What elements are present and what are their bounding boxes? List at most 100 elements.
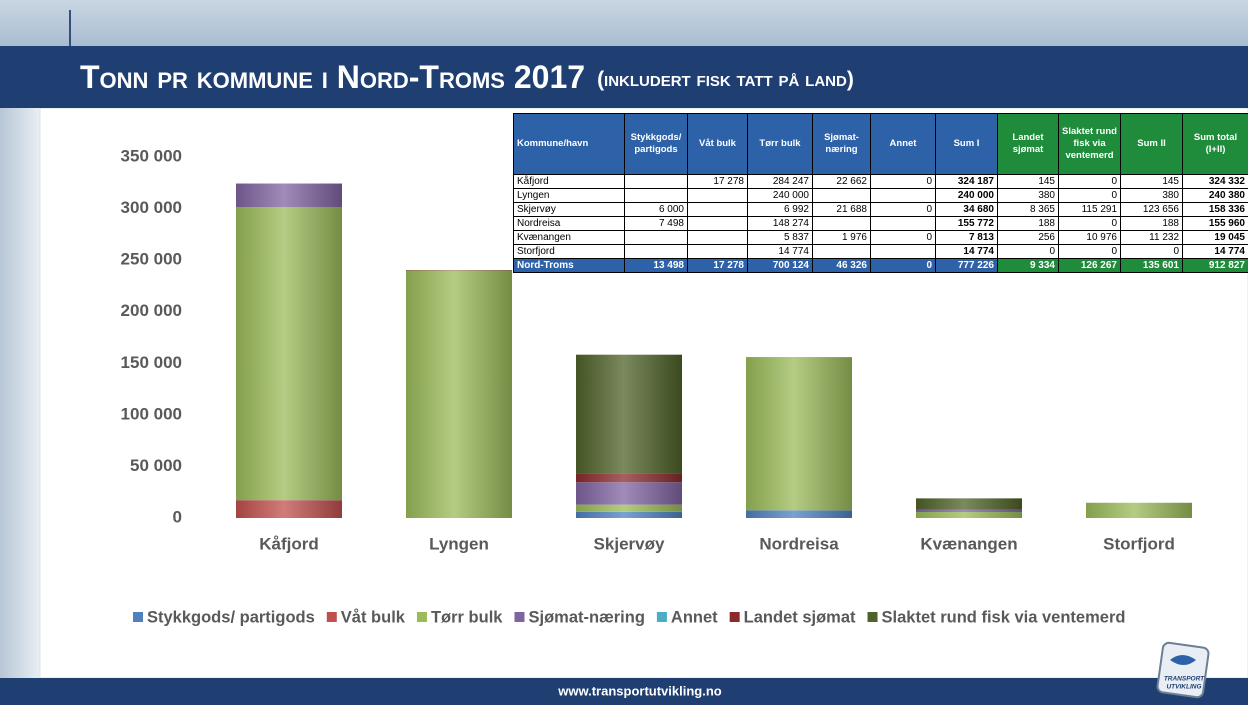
y-tick-label: 0 bbox=[173, 507, 182, 526]
bar-segment bbox=[746, 510, 852, 518]
table-cell: 240 000 bbox=[747, 188, 813, 203]
table-row: Skjervøy 6 000 6 992 21 688 0 34 680 8 365 115 … bbox=[513, 202, 1248, 217]
table-row: Storfjord 14 774 14 774 0 0 0 14 774 bbox=[513, 244, 1248, 259]
y-tick-label: 350 000 bbox=[121, 146, 182, 165]
table-row: Kvænangen 5 837 1 976 0 7 813 256 10 976 11 232… bbox=[513, 230, 1248, 245]
table-cell: 10 976 bbox=[1058, 230, 1121, 245]
table-row: Kåfjord 17 278 284 247 22 662 0 324 187 145 0 14… bbox=[513, 174, 1248, 189]
table-cell bbox=[687, 188, 748, 203]
logo-box bbox=[1156, 641, 1210, 699]
legend-swatch bbox=[416, 612, 427, 622]
slide-title: Tonn pr kommune i Nord-Troms 2017 (inklud… bbox=[80, 59, 854, 95]
bar-segment bbox=[236, 500, 342, 518]
table-cell: 11 232 bbox=[1120, 230, 1183, 245]
y-tick-label: 300 000 bbox=[121, 198, 182, 217]
table-cell: 0 bbox=[870, 202, 936, 217]
legend-label: Landet sjømat bbox=[744, 608, 856, 626]
table-cell: 324 332 bbox=[1182, 174, 1248, 189]
logo-text: TRANSPORT bbox=[1164, 676, 1205, 683]
legend-label: Sjømat-næring bbox=[528, 608, 644, 626]
table-cell: 324 187 bbox=[935, 174, 998, 189]
table-cell: 148 274 bbox=[747, 216, 813, 231]
header-cell: Landet sjømat bbox=[997, 113, 1059, 175]
table-cell: 34 680 bbox=[935, 202, 998, 217]
header-cell: Sum I bbox=[935, 113, 998, 175]
table-row: Lyngen 240 000 240 000 380 0 380 240 380 bbox=[513, 188, 1248, 203]
bar-segment bbox=[916, 511, 1022, 518]
bar-segment bbox=[576, 473, 682, 483]
legend-label: Slaktet rund fisk via ventemerd bbox=[882, 608, 1126, 626]
table-cell: 8 365 bbox=[997, 202, 1059, 217]
table-cell: 123 656 bbox=[1120, 202, 1183, 217]
logo-text: UTVIKLING bbox=[1166, 684, 1201, 691]
x-tick-label: Kåfjord bbox=[259, 534, 319, 553]
table-cell: 0 bbox=[870, 174, 936, 189]
table-cell bbox=[687, 230, 748, 245]
header-cell: Sjømat-næring bbox=[812, 113, 871, 175]
table-cell: Nordreisa bbox=[513, 216, 625, 231]
y-tick-label: 200 000 bbox=[121, 301, 182, 320]
header-cell: Tørr bulk bbox=[747, 113, 813, 175]
table-cell: 115 291 bbox=[1058, 202, 1121, 217]
table-cell: 380 bbox=[997, 188, 1059, 203]
total-row: Nord-Troms 13 498 17 278 700 124 46 326 0 777 … bbox=[513, 258, 1248, 273]
table-cell: 155 772 bbox=[935, 216, 998, 231]
footer-url: www.transportutvikling.no bbox=[557, 683, 722, 698]
total-cell: 46 326 bbox=[812, 258, 871, 273]
table-cell bbox=[624, 230, 688, 245]
header-row: Kommune/havn Stykkgods/ partigods Våt bulk… bbox=[513, 113, 1248, 175]
legend-label: Våt bulk bbox=[341, 608, 406, 626]
table-cell: 145 bbox=[997, 174, 1059, 189]
table-cell bbox=[870, 244, 936, 259]
bar-segment bbox=[576, 354, 682, 474]
table-cell: 240 380 bbox=[1182, 188, 1248, 203]
bar-segment bbox=[576, 482, 682, 505]
header-cell: Stykkgods/ partigods bbox=[624, 113, 688, 175]
header-cell: Sum total (I+II) bbox=[1182, 113, 1248, 175]
bar-segment bbox=[406, 270, 512, 518]
table-cell bbox=[812, 244, 871, 259]
table-cell: 14 774 bbox=[1182, 244, 1248, 259]
data-table: Kommune/havn Stykkgods/ partigods Våt bulk… bbox=[513, 113, 1248, 273]
table-cell: 7 498 bbox=[624, 216, 688, 231]
y-tick-label: 250 000 bbox=[121, 250, 182, 269]
top-band bbox=[0, 0, 1248, 46]
table-cell: 0 bbox=[1058, 174, 1121, 189]
table-cell: 0 bbox=[870, 230, 936, 245]
table-cell bbox=[812, 216, 871, 231]
legend-label: Tørr bulk bbox=[431, 608, 503, 626]
bar-segment bbox=[746, 357, 852, 511]
total-cell: 9 334 bbox=[997, 258, 1059, 273]
table-cell bbox=[870, 188, 936, 203]
x-tick-label: Lyngen bbox=[429, 534, 489, 553]
footer-bar bbox=[0, 678, 1248, 705]
total-cell: 13 498 bbox=[624, 258, 688, 273]
table-cell: Kvænangen bbox=[513, 230, 625, 245]
total-cell: 700 124 bbox=[747, 258, 813, 273]
table-cell bbox=[624, 174, 688, 189]
title-bar bbox=[0, 46, 1248, 108]
table-cell: 0 bbox=[1120, 244, 1183, 259]
y-tick-label: 50 000 bbox=[130, 456, 182, 475]
legend-swatch bbox=[729, 612, 740, 622]
table-cell bbox=[812, 188, 871, 203]
table-cell bbox=[687, 244, 748, 259]
y-tick-label: 100 000 bbox=[121, 404, 182, 423]
side-band bbox=[0, 108, 40, 678]
table-cell: 1 976 bbox=[812, 230, 871, 245]
legend-swatch bbox=[867, 612, 878, 622]
header-cell: Våt bulk bbox=[687, 113, 748, 175]
total-cell: 777 226 bbox=[935, 258, 998, 273]
table-cell: 5 837 bbox=[747, 230, 813, 245]
bar-segment bbox=[576, 504, 682, 512]
table-cell bbox=[687, 202, 748, 217]
bar-segment bbox=[1086, 502, 1192, 518]
table-cell: Storfjord bbox=[513, 244, 625, 259]
header-cell: Annet bbox=[870, 113, 936, 175]
table-row: Nordreisa 7 498 148 274 155 772 188 0 188 155 9… bbox=[513, 216, 1248, 231]
table-cell: Kåfjord bbox=[513, 174, 625, 189]
header-cell: Kommune/havn bbox=[513, 113, 625, 175]
total-cell: 912 827 bbox=[1182, 258, 1248, 273]
